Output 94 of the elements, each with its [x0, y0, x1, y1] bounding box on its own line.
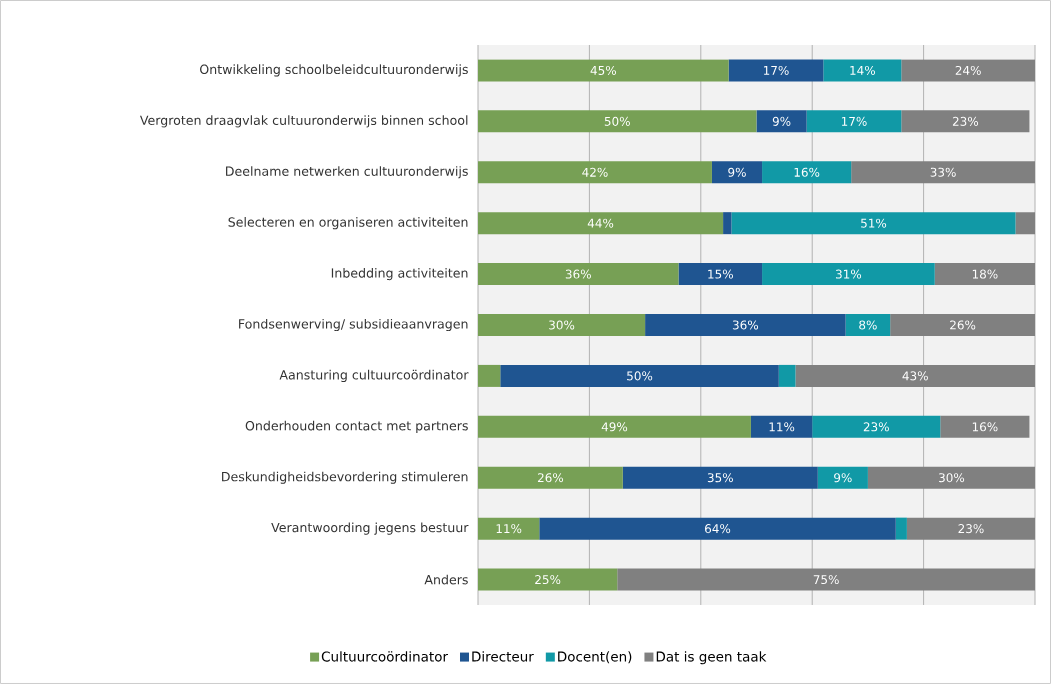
bar	[478, 364, 501, 387]
data-label: 26%	[537, 473, 564, 483]
bar	[478, 517, 540, 540]
legend-label: Cultuurcoördinator	[321, 651, 449, 662]
data-label: 51%	[861, 218, 887, 228]
data-label: 36%	[565, 269, 591, 279]
bar	[750, 415, 813, 438]
bar	[500, 364, 779, 387]
bar	[731, 212, 1016, 235]
bar	[756, 110, 807, 133]
data-label: 18%	[972, 269, 998, 279]
y-tick-label: Ontwikkeling schoolbeleidcultuuronderwijs	[200, 64, 468, 77]
data-label: 17%	[763, 65, 789, 75]
bar	[895, 517, 907, 540]
data-label: 16%	[972, 422, 998, 432]
data-label: 24%	[955, 65, 981, 75]
data-label: 31%	[835, 269, 862, 279]
bar	[728, 59, 824, 82]
bar	[845, 313, 891, 336]
data-label: 42%	[582, 167, 608, 177]
data-label: 64%	[705, 524, 731, 534]
bar	[478, 59, 729, 82]
data-label: 50%	[627, 371, 653, 381]
bar	[806, 110, 902, 133]
y-tick-label: Vergroten draagvlak cultuuronderwijs binnen school	[139, 115, 468, 128]
data-label: 25%	[535, 574, 561, 585]
bar	[478, 415, 751, 438]
data-label: 44%	[587, 218, 614, 228]
bar	[901, 59, 1035, 82]
data-label: 36%	[732, 320, 759, 330]
data-label: 9%	[728, 167, 746, 177]
bar	[711, 161, 763, 184]
y-tick-label: Verantwoording jegens bestuur	[271, 522, 469, 535]
bar	[901, 110, 1030, 133]
data-label: 26%	[950, 320, 976, 330]
data-label: 14%	[850, 65, 876, 75]
y-tick-label: Anders	[424, 574, 468, 585]
data-label: 11%	[769, 422, 795, 432]
bar	[478, 466, 623, 489]
data-label: 9%	[834, 473, 852, 483]
bar	[778, 364, 796, 387]
bar	[890, 313, 1035, 336]
y-tick-label: Deskundigheidsbevordering stimuleren	[222, 471, 468, 484]
bar	[617, 568, 1035, 591]
bar	[478, 161, 712, 184]
data-label: 23%	[958, 524, 984, 534]
bar	[934, 263, 1035, 286]
y-tick-label: Selecteren en organiseren activiteiten	[228, 217, 468, 230]
legend-label: Directeur	[472, 651, 534, 662]
bar	[622, 466, 818, 489]
data-label: 33%	[930, 167, 956, 177]
y-tick-label: Deelname netwerken cultuuronderwijs	[226, 166, 468, 179]
bar	[678, 263, 763, 286]
bar	[539, 517, 896, 540]
bar	[1015, 212, 1035, 235]
bar	[478, 568, 618, 591]
data-label: 9%	[772, 116, 791, 126]
bar	[478, 110, 757, 133]
y-tick-label: Aansturing cultuurcoördinator	[279, 369, 469, 382]
bar	[762, 263, 935, 286]
data-label: 17%	[841, 116, 867, 126]
data-label: 30%	[939, 473, 965, 483]
bar	[645, 313, 846, 336]
data-label: 49%	[601, 422, 628, 432]
data-label: 16%	[794, 167, 820, 177]
data-label: 43%	[902, 371, 928, 381]
bar	[478, 212, 724, 235]
y-tick-label: Onderhouden contact met partners	[245, 420, 468, 433]
bar	[795, 364, 1035, 387]
legend-label: Docent(en)	[558, 651, 632, 664]
bar	[940, 415, 1030, 438]
data-label: 8%	[859, 320, 877, 330]
data-label: 75%	[813, 574, 839, 585]
data-label: 23%	[863, 422, 889, 432]
data-label: 23%	[952, 116, 979, 126]
data-label: 45%	[590, 65, 616, 75]
data-label: 35%	[707, 473, 733, 483]
legend-label: Dat is geen taak	[656, 651, 767, 665]
bar	[851, 161, 1035, 184]
bar	[478, 313, 646, 336]
bar	[762, 161, 852, 184]
data-label: 15%	[708, 269, 733, 279]
bar	[723, 212, 732, 235]
data-label: 30%	[549, 320, 575, 330]
y-tick-label: Fondsenwerving/ subsidieaanvragen	[239, 318, 468, 332]
bar	[906, 517, 1035, 540]
bar	[817, 466, 868, 489]
bar	[823, 59, 902, 82]
bar	[478, 263, 679, 286]
bar	[812, 415, 941, 438]
data-label: 50%	[604, 116, 630, 126]
bar	[867, 466, 1035, 489]
data-label: 11%	[496, 524, 522, 534]
y-tick-label: Inbedding activiteiten	[331, 267, 468, 281]
